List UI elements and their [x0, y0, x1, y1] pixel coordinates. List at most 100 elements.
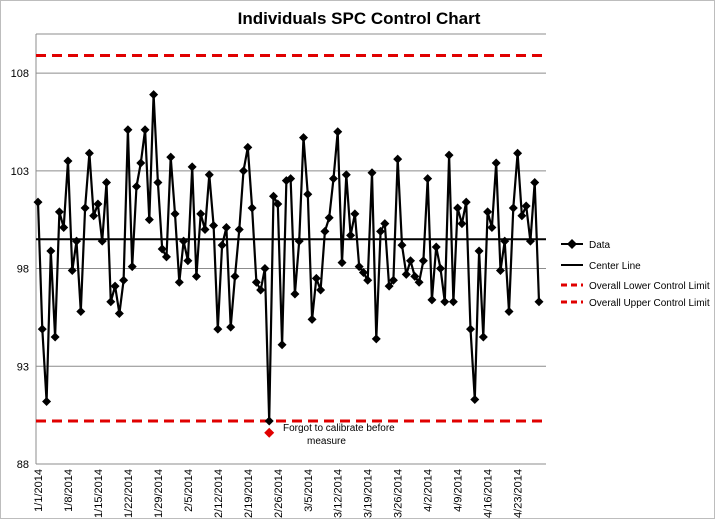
data-point: [277, 340, 287, 350]
data-point: [333, 127, 343, 137]
data-point: [290, 289, 300, 299]
data-point: [371, 334, 381, 344]
legend-item-upper-limit: Overall Upper Control Limit: [561, 298, 710, 309]
data-point: [102, 178, 112, 188]
data-point: [106, 297, 116, 307]
data-point: [517, 211, 527, 221]
data-point: [89, 211, 99, 221]
data-point: [46, 246, 56, 256]
x-tick-label: 4/23/2014: [513, 469, 525, 518]
data-point: [328, 174, 338, 184]
data-point: [457, 219, 467, 229]
gridlines: [35, 33, 546, 465]
data-point: [397, 240, 407, 250]
x-tick-label: 1/8/2014: [63, 469, 75, 512]
control-limit-lines: [36, 54, 546, 423]
x-tick-label: 1/22/2014: [123, 469, 135, 518]
data-point: [213, 324, 223, 334]
x-tick-label: 3/5/2014: [303, 469, 315, 512]
data-point: [59, 223, 69, 232]
data-point: [157, 244, 167, 254]
data-point: [320, 226, 330, 236]
data-point: [93, 199, 103, 209]
data-point: [298, 133, 308, 143]
y-tick-label-103: 103: [11, 166, 29, 178]
data-point: [316, 285, 326, 295]
data-point: [84, 148, 94, 158]
legend-label-lower-limit: Overall Lower Control Limit: [589, 281, 710, 292]
annotation: Forgot to calibrate before measure: [264, 423, 395, 447]
data-point: [161, 252, 171, 262]
data-point: [393, 154, 403, 164]
data-point: [354, 262, 364, 272]
x-tick-label: 3/12/2014: [333, 469, 345, 518]
data-point: [414, 277, 424, 287]
data-point: [294, 236, 304, 246]
x-tick-label: 2/5/2014: [183, 469, 195, 512]
data-point: [453, 203, 463, 213]
data-point: [401, 269, 411, 279]
data-point: [123, 125, 133, 135]
data-point: [341, 170, 351, 180]
data-point: [67, 266, 77, 275]
x-tick-label: 1/15/2014: [93, 469, 105, 518]
data-point: [196, 209, 206, 219]
data-point: [495, 266, 505, 275]
data-point: [97, 236, 107, 246]
data-point: [42, 396, 52, 406]
data-point: [367, 168, 377, 178]
data-point: [376, 226, 386, 236]
data-point: [483, 207, 493, 217]
data-point: [260, 264, 270, 274]
data-point: [448, 297, 458, 307]
x-tick-label: 4/16/2014: [483, 469, 495, 518]
legend-item-lower-limit: Overall Lower Control Limit: [561, 281, 710, 292]
x-tick-label: 4/2/2014: [423, 469, 435, 512]
data-point: [491, 158, 501, 168]
data-point: [311, 273, 321, 283]
data-point: [54, 207, 64, 217]
data-point: [436, 264, 446, 274]
data-point: [406, 256, 416, 266]
data-point: [204, 170, 214, 180]
data-point: [534, 297, 544, 307]
data-point: [525, 236, 535, 246]
data-point: [230, 271, 240, 281]
data-point: [217, 240, 227, 250]
data-point: [324, 213, 334, 223]
data-point: [234, 224, 244, 234]
data-point: [418, 256, 428, 266]
annotation-line-1: Forgot to calibrate before: [283, 423, 395, 434]
x-tick-label: 3/26/2014: [393, 469, 405, 518]
x-tick-label: 4/9/2014: [453, 469, 465, 512]
data-point: [500, 236, 510, 246]
data-point: [431, 242, 441, 252]
data-point: [427, 295, 437, 305]
legend-label-center-line: Center Line: [589, 261, 641, 272]
data-point: [504, 307, 514, 317]
data-point: [286, 174, 296, 184]
data-point: [303, 189, 313, 199]
data-point: [384, 281, 394, 291]
data-point: [513, 148, 523, 158]
data-point: [251, 277, 261, 287]
annotation-marker: [264, 427, 275, 438]
data-point: [380, 219, 390, 229]
data-point: [461, 197, 471, 207]
data-point: [80, 203, 90, 213]
data-point: [131, 181, 141, 191]
data-point: [530, 178, 540, 188]
data-point: [174, 277, 184, 287]
legend-label-data: Data: [589, 240, 611, 251]
data-point: [388, 275, 398, 285]
data-point: [269, 191, 279, 201]
data-point: [465, 324, 475, 334]
data-point: [521, 201, 531, 211]
data-point: [183, 256, 193, 266]
x-tick-label: 2/12/2014: [213, 469, 225, 518]
data-point: [209, 221, 219, 231]
data-point: [110, 281, 120, 291]
legend-item-data: Data: [561, 239, 611, 251]
